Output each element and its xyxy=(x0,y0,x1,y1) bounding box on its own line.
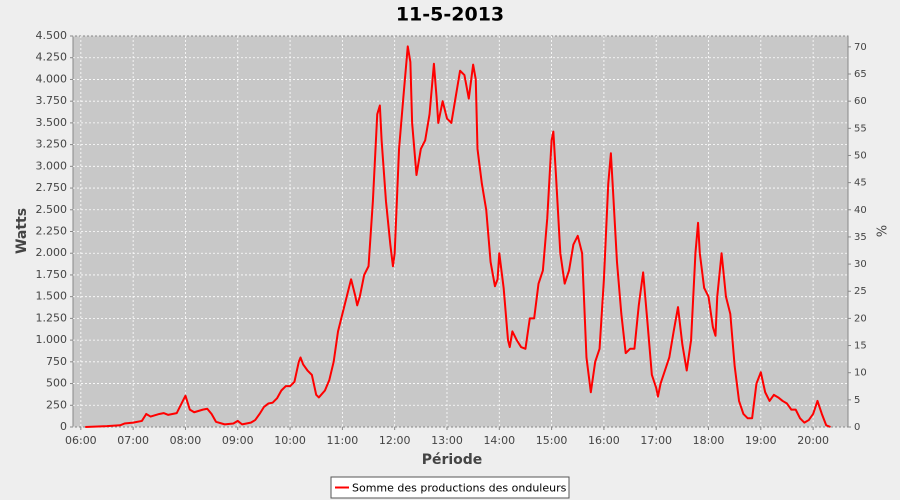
y2-tick-label: 10 xyxy=(854,368,867,379)
y-tick-label: 750 xyxy=(46,355,67,368)
y2-tick-label: 30 xyxy=(854,259,867,270)
y-tick-label: 2.500 xyxy=(36,203,68,216)
x-tick-label: 07:00 xyxy=(117,434,149,447)
legend-label: Somme des productions des onduleurs xyxy=(352,482,567,495)
x-tick-label: 10:00 xyxy=(274,434,306,447)
y2-tick-label: 25 xyxy=(854,286,867,297)
series-line xyxy=(85,45,831,428)
x-tick-label: 19:00 xyxy=(745,434,777,447)
y-tick-label: 1.750 xyxy=(36,268,68,281)
y2-tick-label: 60 xyxy=(854,96,867,107)
y2-tick-label: 5 xyxy=(854,395,860,406)
x-tick-label: 09:00 xyxy=(222,434,254,447)
y-tick-label: 0 xyxy=(60,420,67,433)
y-tick-label: 2.750 xyxy=(36,181,68,194)
x-tick-label: 14:00 xyxy=(483,434,515,447)
y2-tick-label: 55 xyxy=(854,123,867,134)
x-tick-label: 15:00 xyxy=(536,434,568,447)
y-tick-label: 1.500 xyxy=(36,290,68,303)
x-tick-label: 20:00 xyxy=(797,434,829,447)
x-tick-label: 06:00 xyxy=(65,434,97,447)
y2-tick-label: 20 xyxy=(854,313,867,324)
y-axis-label: Watts xyxy=(14,208,30,254)
legend-box xyxy=(330,476,570,499)
y2-tick-label: 0 xyxy=(854,422,860,433)
chart-title: 11-5-2013 xyxy=(396,4,504,26)
y2-axis-label: % xyxy=(873,225,888,237)
x-tick-label: 11:00 xyxy=(327,434,359,447)
y-tick-label: 2.000 xyxy=(36,246,68,259)
y-tick-label: 4.500 xyxy=(36,29,68,42)
y-tick-label: 500 xyxy=(46,377,67,390)
y-tick-label: 1.250 xyxy=(36,311,68,324)
y-tick-label: 1.000 xyxy=(36,333,68,346)
x-axis-label: Période xyxy=(422,452,483,468)
y2-tick-label: 35 xyxy=(854,232,867,243)
y2-tick-label: 40 xyxy=(854,205,867,216)
x-tick-label: 17:00 xyxy=(640,434,672,447)
x-tick-label: 08:00 xyxy=(170,434,202,447)
x-tick-label: 18:00 xyxy=(693,434,725,447)
y-tick-label: 3.250 xyxy=(36,138,68,151)
y-tick-label: 4.000 xyxy=(36,72,68,85)
y2-tick-label: 65 xyxy=(854,69,867,80)
y2-tick-label: 15 xyxy=(854,341,867,352)
x-tick-label: 16:00 xyxy=(588,434,620,447)
x-tick-label: 12:00 xyxy=(379,434,411,447)
y-tick-label: 4.250 xyxy=(36,51,68,64)
y-tick-label: 3.500 xyxy=(36,116,68,129)
x-tick-label: 13:00 xyxy=(431,434,463,447)
y2-tick-label: 50 xyxy=(854,150,867,161)
y-tick-label: 3.000 xyxy=(36,159,68,172)
y2-tick-label: 70 xyxy=(854,42,867,53)
y2-tick-label: 45 xyxy=(854,178,867,189)
y-tick-label: 2.250 xyxy=(36,225,68,238)
y-tick-label: 3.750 xyxy=(36,94,68,107)
y-tick-label: 250 xyxy=(46,398,67,411)
